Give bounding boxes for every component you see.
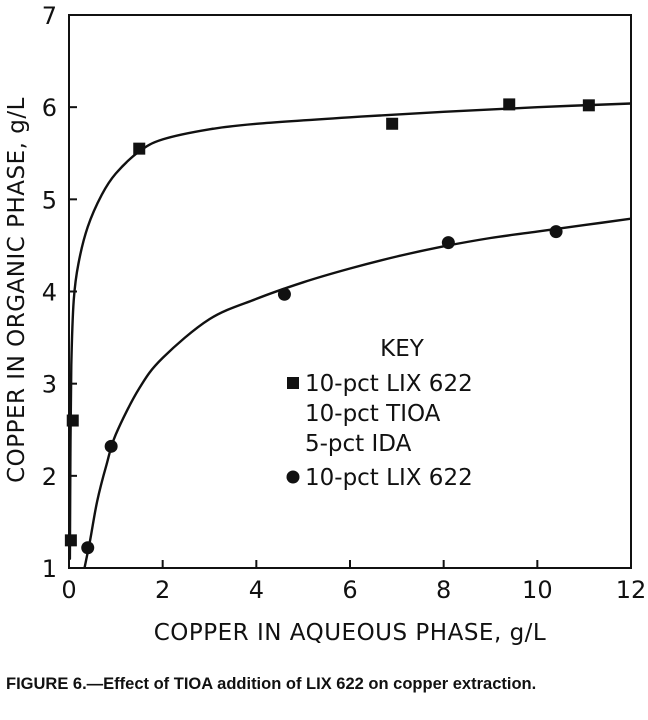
square-data-point [386,117,399,130]
x-tick-label: 10 [522,576,553,604]
square-data-point [582,99,595,112]
square-data-point [66,414,79,427]
x-tick-label: 4 [249,576,264,604]
square-data-point [503,98,516,111]
data-points [64,98,595,555]
curve-series-2 [83,217,631,568]
circle-data-point [81,541,95,555]
y-tick-label: 2 [42,463,57,491]
x-tick-label: 0 [61,576,76,604]
circle-data-point [441,236,455,250]
y-tick-label: 3 [42,371,57,399]
circle-data-point [104,439,118,453]
legend-label: 10-pct TIOA [305,401,441,427]
y-tick-label: 4 [42,279,57,307]
legend-label: 5-pct IDA [305,431,412,457]
legend-label: 10-pct LIX 622 [305,371,473,397]
x-tick-label: 8 [436,576,451,604]
legend-marker-square [287,377,299,389]
y-tick-label: 1 [42,555,57,583]
square-data-point [133,142,146,155]
circle-data-point [549,225,563,239]
figure-caption: FIGURE 6.—Effect of TIOA addition of LIX… [6,675,537,693]
y-tick-label: 6 [42,94,57,122]
curve-series-1 [69,102,631,560]
x-tick-label: 6 [342,576,357,604]
fitted-curves [69,102,631,568]
y-tick-label: 5 [42,186,57,214]
x-tick-label: 12 [616,576,647,604]
legend: KEY 10-pct LIX 622 10-pct TIOA 5-pct IDA 10-… [286,336,473,491]
legend-marker-circle [286,470,300,484]
y-tick-label: 7 [42,2,57,30]
circle-data-point [277,287,291,301]
legend-title: KEY [380,336,425,362]
square-data-point [64,534,77,547]
y-axis-title: COPPER IN ORGANIC PHASE, g/L [4,97,30,483]
legend-label: 10-pct LIX 622 [305,465,473,491]
x-axis-title: COPPER IN AQUEOUS PHASE, g/L [154,620,547,646]
x-tick-label: 2 [155,576,170,604]
